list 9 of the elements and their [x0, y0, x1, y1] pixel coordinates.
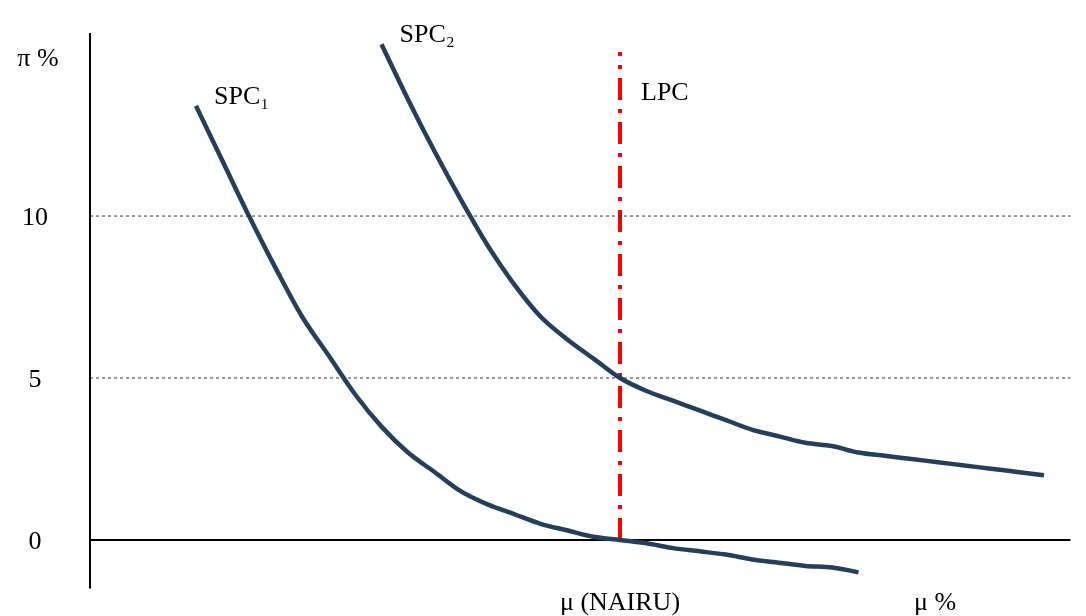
y-tick-label: 5	[28, 364, 42, 394]
series-label: SPC₂	[399, 19, 455, 49]
ref-line-label: LPC	[641, 77, 689, 106]
x-tick-label: μ (NAIRU)	[559, 587, 681, 616]
y-tick-label: 0	[28, 526, 42, 556]
series-label: SPC₁	[214, 80, 270, 110]
y-axis-title: π %	[17, 43, 59, 72]
y-tick-label: 10	[22, 202, 48, 232]
x-axis-title: μ %	[913, 587, 957, 616]
